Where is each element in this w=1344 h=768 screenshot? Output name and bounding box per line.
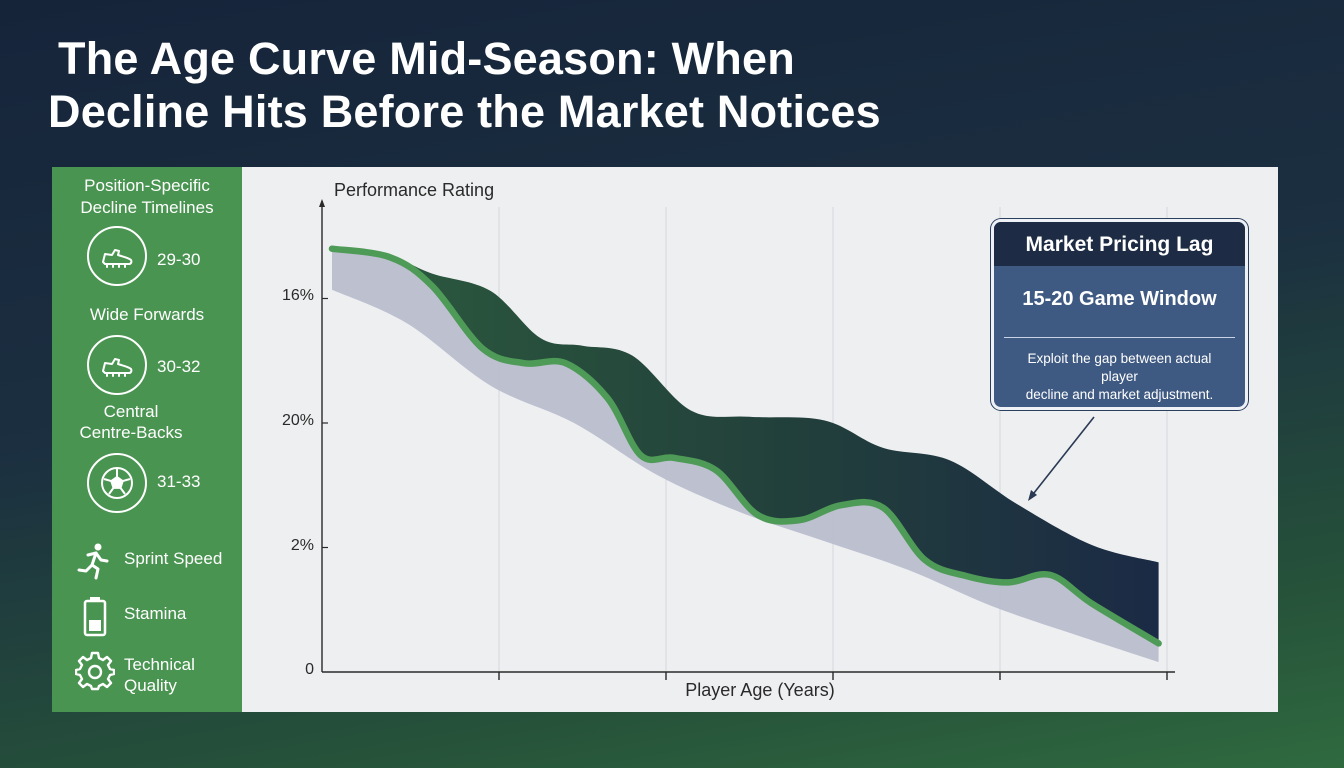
market-pricing-lag-callout: Market Pricing Lag 15-20 Game Window Exp… [991,219,1248,410]
y-tick-label: 0 [305,661,314,678]
gear-icon [74,651,116,696]
x-axis-title: Player Age (Years) [685,680,835,700]
callout-note-line-1: Exploit the gap between actual player [1027,351,1212,384]
position-label-1: Wide Forwards [52,304,242,325]
y-axis-title: Performance Rating [334,180,495,200]
actual-performance-line [328,245,1162,647]
sidebar-heading: Position-Specific Decline Timelines [52,175,242,219]
metric-label-stamina-line-1: Stamina [124,604,187,623]
title-line-1: The Age Curve Mid-Season: When [58,33,795,84]
title-line-2: Decline Hits Before the Market Notices [48,86,881,137]
metric-label-technical-quality: Technical Quality [124,654,195,696]
position-range-1: 29-30 [157,250,201,269]
metric-label-technical-quality-line-1: Technical [124,655,195,674]
y-tick-label: 20% [281,412,314,429]
position-range-3: 31-33 [157,472,201,491]
metric-label-sprint-speed-line-1: Sprint Speed [124,549,223,568]
callout-arrow [1029,416,1095,499]
position-label-2: Central Centre-Backs [72,401,190,443]
y-tick-label: 16% [281,287,314,304]
position-label-2-line-1: Central [103,402,159,421]
callout-note-line-2: decline and market adjustment. [1025,387,1214,402]
decline-band-area [332,248,1159,662]
sidebar-heading-line-2: Decline Timelines [80,198,214,217]
sidebar-decline-timelines: Position-Specific Decline Timelines 29-3… [52,167,242,712]
boot-icon [87,226,147,286]
metric-label-sprint-speed: Sprint Speed [124,548,222,569]
callout-arrow-head [1028,490,1037,501]
sidebar-heading-line-1: Position-Specific [84,176,210,195]
boot-icon [87,335,147,395]
axes-layer [319,199,1175,680]
callout-title: Market Pricing Lag [994,222,1245,266]
market-valuation-area [332,246,1159,644]
page-title: The Age Curve Mid-Season: When Decline H… [48,32,1048,138]
position-label-2-line-2: Centre-Backs [79,423,183,442]
position-label-1-line-1: Wide Forwards [89,305,205,324]
metric-label-stamina: Stamina [124,603,186,624]
soccer-ball-icon [87,453,147,513]
battery-icon [82,595,108,642]
callout-value: 15-20 Game Window [1022,288,1217,310]
y-axis-arrow [319,199,325,207]
position-range-2: 30-32 [157,357,201,376]
runner-icon [74,541,112,586]
metric-label-technical-quality-line-2: Quality [124,676,177,695]
age-curve-chart [319,199,1175,680]
callout-divider [1004,337,1235,338]
y-tick-label: 2% [290,537,314,554]
callout-note: Exploit the gap between actual player de… [994,350,1245,404]
